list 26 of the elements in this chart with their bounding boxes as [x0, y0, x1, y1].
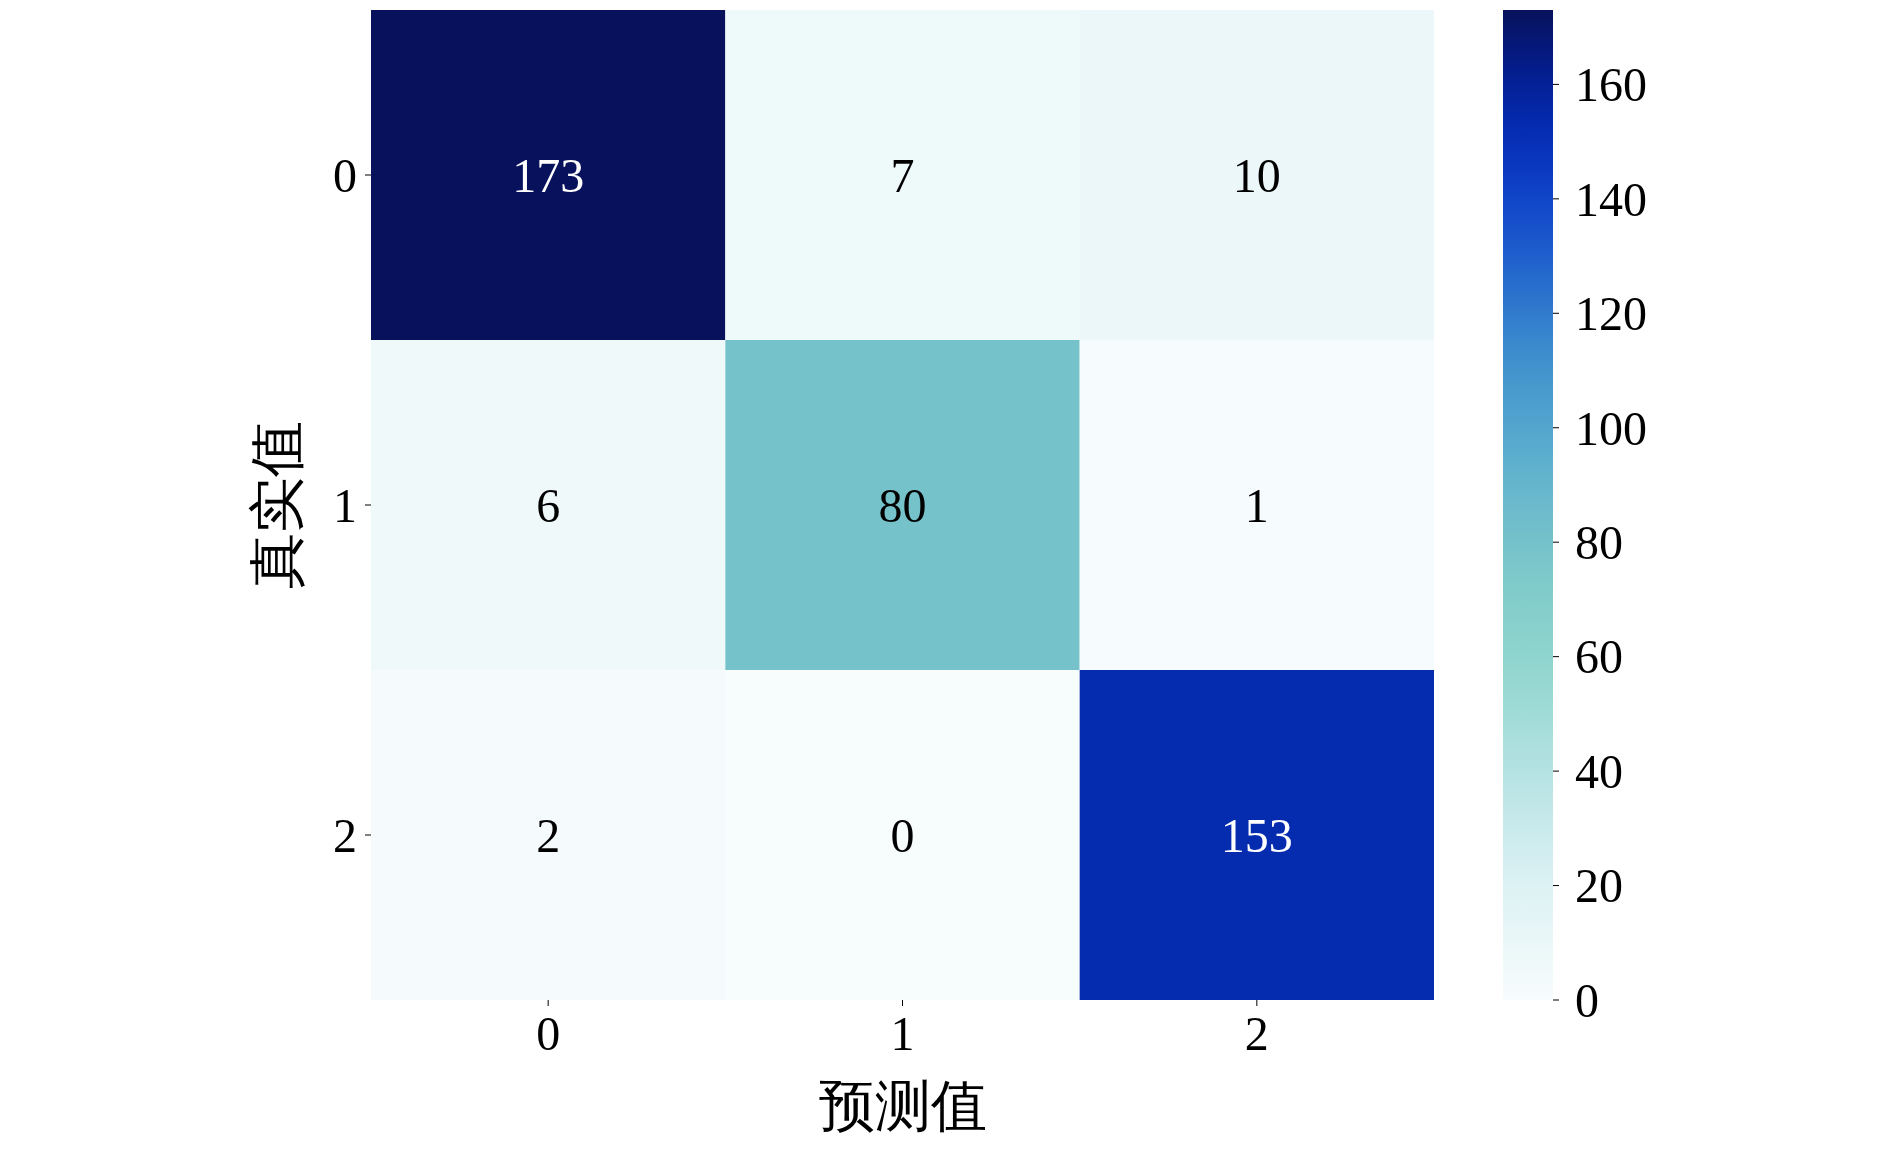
data-label: 80	[878, 478, 927, 532]
data-label: 153	[1220, 808, 1293, 862]
data-label: 0	[890, 808, 915, 862]
color-bar-label: 20	[1575, 859, 1623, 913]
data-label: 10	[1232, 148, 1281, 202]
color-bar-label: 60	[1575, 630, 1623, 684]
color-bar-label: 160	[1575, 58, 1647, 112]
data-label: 2	[536, 808, 561, 862]
data-label: 1	[1244, 478, 1269, 532]
data-label: 7	[890, 148, 915, 202]
color-bar-label: 80	[1575, 516, 1623, 569]
color-bar-label: 120	[1575, 287, 1647, 341]
x-tick-label: 0	[536, 1007, 561, 1060]
x-tick-label: 1	[890, 1007, 915, 1060]
data-label: 173	[512, 148, 585, 202]
y-tick-label: 1	[333, 478, 357, 532]
y-axis-title: 真实值	[246, 421, 308, 589]
color-bar-label: 0	[1575, 973, 1599, 1027]
y-tick-label: 0	[333, 148, 357, 202]
color-bar-label: 40	[1575, 744, 1623, 798]
y-tick-label: 2	[333, 808, 357, 862]
color-bar-label: 100	[1575, 401, 1647, 455]
color-bar-label: 140	[1575, 172, 1647, 226]
x-axis-title: 预测值	[818, 1075, 987, 1137]
x-tick-label: 2	[1244, 1007, 1269, 1060]
data-label: 6	[536, 478, 561, 532]
